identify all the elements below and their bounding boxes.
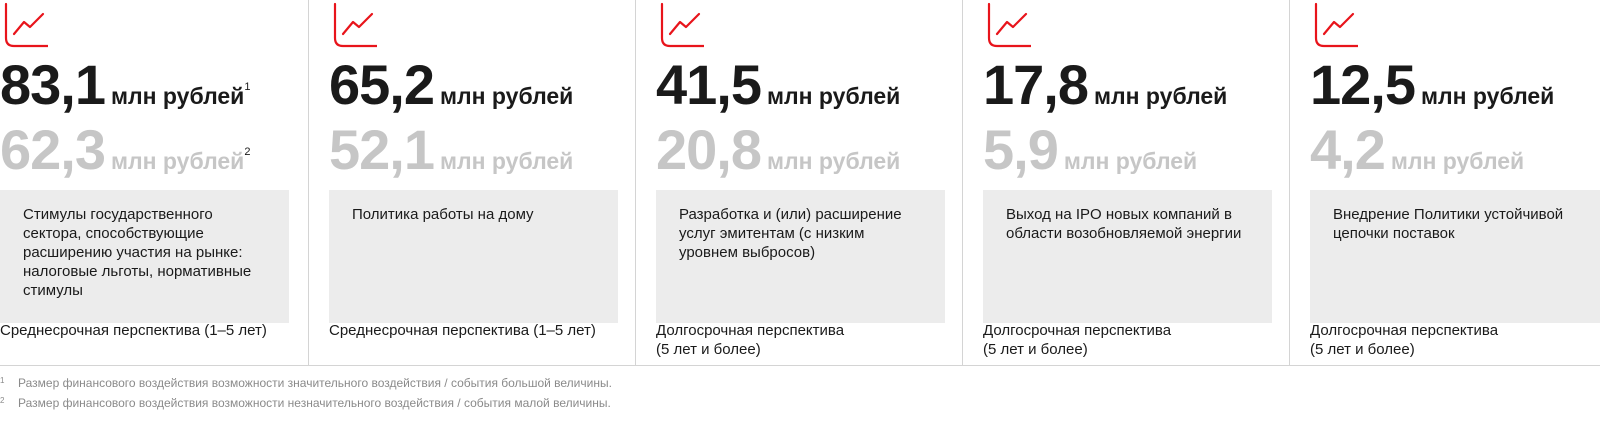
unit-label: млн рублей	[1094, 83, 1228, 109]
impact-small: 20,8 млн рублей	[656, 117, 900, 182]
impact-large: 12,5 млн рублей	[1310, 52, 1554, 117]
value-small: 20,8	[656, 118, 762, 181]
footnote-1: 1 Размер финансового воздействия возможно…	[0, 376, 612, 390]
value-large: 65,2	[329, 53, 435, 116]
opportunity-card: 12,5 млн рублей 4,2 млн рублей Внедрение П…	[1289, 0, 1600, 365]
opportunity-description: Выход на IPO новых компаний в области во…	[983, 190, 1272, 323]
footnote-ref: 2	[244, 146, 251, 158]
opportunity-description: Политика работы на дому	[329, 190, 618, 323]
value-small: 52,1	[329, 118, 435, 181]
value-small: 4,2	[1310, 118, 1386, 181]
opportunity-description: Разработка и (или) расширение услуг эмит…	[656, 190, 945, 323]
line-chart-growth-icon	[333, 2, 377, 48]
unit-label: млн рублей	[440, 148, 574, 174]
opportunity-description: Внедрение Политики устойчивой цепочки по…	[1310, 190, 1600, 323]
time-horizon: Среднесрочная перспектива (1–5 лет)	[0, 322, 267, 339]
unit-label: млн рублей	[111, 83, 245, 109]
impact-large: 65,2 млн рублей	[329, 52, 573, 117]
value-large: 83,1	[0, 53, 106, 116]
time-horizon: Долгосрочная перспектива (5 лет и более)	[656, 322, 845, 358]
value-large: 41,5	[656, 53, 762, 116]
time-horizon: Долгосрочная перспектива (5 лет и более)	[1310, 322, 1499, 358]
impact-small: 5,9 млн рублей	[983, 117, 1197, 182]
value-large: 17,8	[983, 53, 1089, 116]
unit-label: млн рублей	[767, 83, 901, 109]
opportunity-card: 41,5 млн рублей 20,8 млн рублей Разработка…	[635, 0, 962, 365]
opportunity-card: 65,2 млн рублей 52,1 млн рублей Политика р…	[308, 0, 635, 365]
unit-label: млн рублей	[1390, 148, 1525, 174]
footnote-mark: 1	[0, 376, 5, 385]
opportunity-card: 83,1 млн рублей1 62,3 млн рублей2 Стимулы …	[0, 0, 308, 365]
opportunity-card: 17,8 млн рублей 5,9 млн рублей Выход на IP…	[962, 0, 1289, 365]
impact-large: 83,1 млн рублей1	[0, 52, 250, 117]
footnote-2: 2 Размер финансового воздействия возможно…	[0, 396, 611, 410]
time-horizon: Среднесрочная перспектива (1–5 лет)	[329, 322, 596, 339]
impact-large: 17,8 млн рублей	[983, 52, 1227, 117]
time-horizon: Долгосрочная перспектива (5 лет и более)	[983, 322, 1172, 358]
impact-large: 41,5 млн рублей	[656, 52, 900, 117]
line-chart-growth-icon	[4, 2, 48, 48]
unit-label: млн рублей	[1063, 148, 1198, 174]
line-chart-growth-icon	[660, 2, 704, 48]
unit-label: млн рублей	[1421, 83, 1555, 109]
unit-label: млн рублей	[111, 148, 245, 174]
unit-label: млн рублей	[440, 83, 574, 109]
line-chart-growth-icon	[1314, 2, 1358, 48]
footnote-text: Размер финансового воздействия возможнос…	[18, 376, 612, 390]
footnote-text: Размер финансового воздействия возможнос…	[18, 396, 611, 410]
unit-label: млн рублей	[767, 148, 901, 174]
footnote-ref: 1	[244, 81, 251, 93]
value-large: 12,5	[1310, 53, 1416, 116]
impact-small: 4,2 млн рублей	[1310, 117, 1524, 182]
value-small: 5,9	[983, 118, 1059, 181]
impact-small: 52,1 млн рублей	[329, 117, 573, 182]
value-small: 62,3	[0, 118, 106, 181]
opportunity-description: Стимулы государственного сектора, способ…	[0, 190, 289, 323]
footnote-mark: 2	[0, 396, 5, 405]
line-chart-growth-icon	[987, 2, 1031, 48]
impact-small: 62,3 млн рублей2	[0, 117, 250, 182]
opportunity-cards: 83,1 млн рублей1 62,3 млн рублей2 Стимулы …	[0, 0, 1600, 366]
